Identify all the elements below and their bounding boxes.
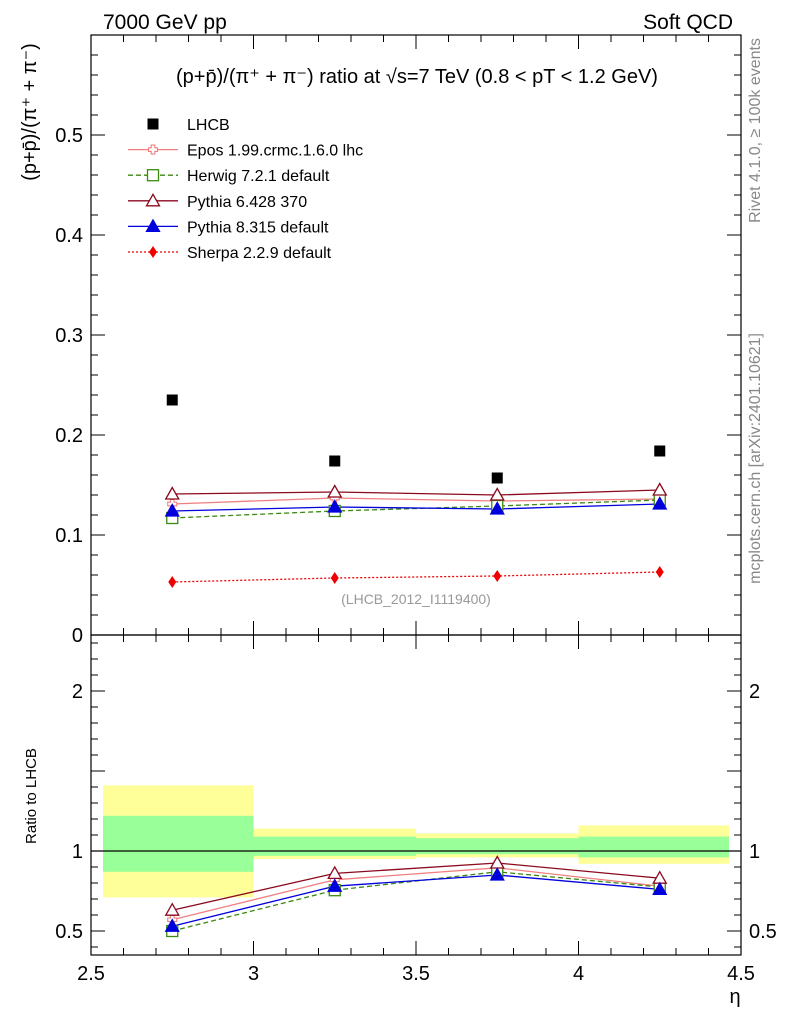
series-line-pythia6 bbox=[172, 489, 660, 496]
ratio-marker-pythia6 bbox=[164, 902, 180, 916]
main-title: (p+p̄)/(π⁺ + π⁻) ratio at √s=7 TeV (0.8 … bbox=[176, 66, 658, 88]
ratio-line-pythia6 bbox=[172, 862, 660, 911]
marker-lhcb bbox=[654, 445, 666, 457]
legend: LHCB Epos 1.99.crmc.1.6.0 lhc Herwig 7.2.1… bbox=[128, 117, 363, 262]
marker-sherpa bbox=[168, 576, 177, 588]
legend-label-epos: Epos 1.99.crmc.1.6.0 lhc bbox=[187, 143, 363, 160]
marker-pythia8 bbox=[652, 496, 668, 510]
ratio-ytick-label: 0.5 bbox=[55, 921, 83, 943]
marker-lhcb bbox=[491, 472, 503, 484]
x-tick-label: 3.5 bbox=[402, 963, 430, 985]
legend-label-pythia8: Pythia 8.315 default bbox=[187, 219, 329, 236]
ratio-ylabel: Ratio to LHCB bbox=[23, 748, 40, 844]
ratio-marker-pythia8 bbox=[164, 918, 180, 932]
ratio-axes: 0.5 0.5 1 1 2 2 2.5 3 3.5 4 4.5 bbox=[55, 635, 777, 985]
ratio-ytick-label: 1 bbox=[72, 841, 83, 863]
main-series-lines bbox=[172, 489, 660, 583]
legend-marker-herwig bbox=[146, 169, 160, 182]
marker-pythia8 bbox=[327, 499, 343, 513]
band-inner bbox=[103, 815, 254, 872]
ratio-ytick-label-right: 2 bbox=[749, 681, 760, 703]
series-line-epos bbox=[172, 497, 660, 505]
header-left: 7000 GeV pp bbox=[103, 11, 227, 34]
marker-pythia6 bbox=[489, 487, 505, 501]
ratio-ytick-label: 2 bbox=[72, 681, 83, 703]
marker-pythia6 bbox=[652, 482, 668, 496]
legend-marker-lhcb bbox=[147, 118, 159, 130]
main-axes: 0 0.1 0.2 0.3 0.4 0.5 bbox=[55, 34, 742, 647]
ratio-marker-pythia8 bbox=[489, 867, 505, 881]
ratio-marker-pythia6 bbox=[489, 855, 505, 869]
main-ytick-label: 0.2 bbox=[55, 425, 83, 447]
marker-pythia8 bbox=[489, 501, 505, 515]
header-right: Soft QCD bbox=[643, 11, 733, 34]
marker-sherpa bbox=[655, 566, 664, 578]
x-tick-label: 4 bbox=[573, 963, 584, 985]
legend-label-pythia6: Pythia 6.428 370 bbox=[187, 194, 307, 211]
x-tick-label: 2.5 bbox=[77, 963, 105, 985]
main-ytick-label: 0.3 bbox=[55, 325, 83, 347]
ratio-line-epos bbox=[172, 867, 660, 921]
ratio-line-pythia8 bbox=[172, 874, 660, 927]
band-inner bbox=[253, 836, 416, 856]
ratio-marker-pythia8 bbox=[327, 878, 343, 892]
legend-marker-sherpa bbox=[149, 246, 157, 258]
ratio-ytick-label-right: 1 bbox=[749, 841, 760, 863]
band-inner bbox=[416, 838, 579, 855]
ratio-series-lines bbox=[172, 862, 660, 932]
legend-label-sherpa: Sherpa 2.2.9 default bbox=[187, 245, 332, 262]
rivet-label: Rivet 4.1.0, ≥ 100k events bbox=[747, 38, 764, 223]
legend-label-lhcb: LHCB bbox=[187, 117, 230, 134]
legend-label-herwig: Herwig 7.2.1 default bbox=[187, 168, 330, 185]
legend-marker-epos bbox=[147, 144, 159, 155]
marker-lhcb bbox=[329, 455, 341, 467]
marker-sherpa bbox=[330, 572, 339, 584]
ratio-uncertainty-bands bbox=[91, 785, 741, 898]
ratio-series-markers bbox=[164, 855, 668, 938]
marker-pythia8 bbox=[164, 503, 180, 517]
series-line-pythia8 bbox=[172, 503, 660, 512]
data-annotation: (LHCB_2012_I1119400) bbox=[341, 591, 491, 607]
x-tick-label: 4.5 bbox=[727, 963, 755, 985]
legend-marker-pythia6 bbox=[145, 192, 161, 207]
x-tick-label: 3 bbox=[248, 963, 259, 985]
marker-pythia6 bbox=[327, 484, 343, 498]
ratio-marker-pythia8 bbox=[652, 881, 668, 896]
series-line-sherpa bbox=[172, 571, 660, 583]
ratio-ytick-label-right: 0.5 bbox=[749, 921, 777, 943]
main-ytick-label: 0.5 bbox=[55, 125, 83, 147]
main-ytick-label: 0 bbox=[72, 625, 83, 647]
marker-lhcb bbox=[166, 394, 178, 406]
band-inner bbox=[578, 836, 729, 858]
mcplots-label: mcplots.cern.ch [arXiv:2401.10621] bbox=[747, 333, 764, 584]
legend-marker-pythia8 bbox=[145, 218, 161, 233]
marker-pythia6 bbox=[164, 486, 180, 500]
main-ytick-label: 0.4 bbox=[55, 225, 83, 247]
main-ylabel: (p+p̄)/(π⁺ + π⁻) bbox=[19, 43, 41, 181]
marker-sherpa bbox=[493, 570, 502, 582]
x-axis-label: η bbox=[729, 986, 740, 1008]
main-ytick-label: 0.1 bbox=[55, 525, 83, 547]
main-series-markers bbox=[164, 394, 668, 588]
